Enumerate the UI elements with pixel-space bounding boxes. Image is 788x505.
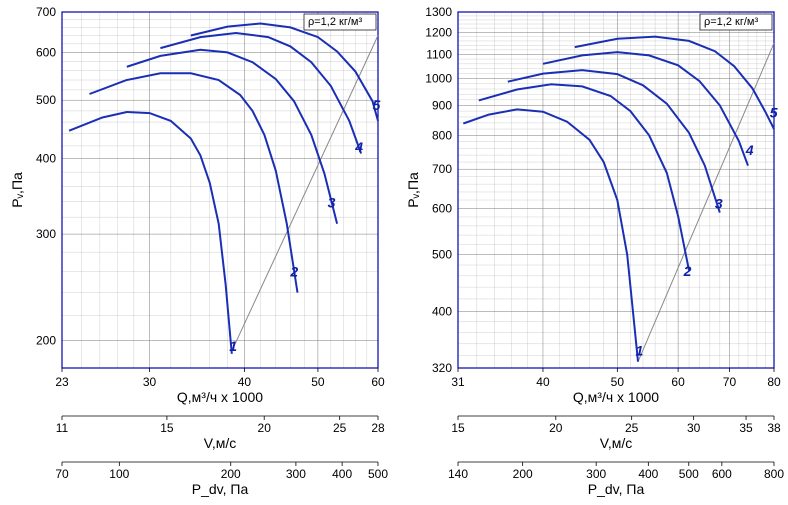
svg-text:20: 20: [549, 421, 563, 435]
svg-text:70: 70: [55, 467, 69, 481]
svg-text:700: 700: [432, 162, 452, 176]
svg-text:1000: 1000: [425, 72, 452, 86]
svg-text:300: 300: [36, 227, 56, 241]
density-annotation: ρ=1,2 кг/м³: [704, 16, 758, 28]
svg-text:140: 140: [448, 467, 468, 481]
svg-text:15: 15: [160, 421, 174, 435]
svg-text:70: 70: [723, 375, 737, 389]
svg-text:500: 500: [679, 467, 699, 481]
curve-label-4: 4: [354, 139, 363, 155]
svg-text:100: 100: [109, 467, 129, 481]
svg-text:60: 60: [671, 375, 685, 389]
svg-text:1100: 1100: [426, 47, 452, 61]
svg-text:300: 300: [286, 467, 306, 481]
svg-text:500: 500: [36, 93, 56, 107]
y-axis-label: Pᵥ,Па: [405, 172, 421, 208]
svg-text:38: 38: [767, 421, 781, 435]
curve-2: [479, 84, 689, 270]
svg-text:320: 320: [432, 361, 452, 375]
x1-axis-label: Q,м³/ч x 1000: [573, 389, 659, 405]
svg-text:700: 700: [36, 6, 56, 19]
svg-text:40: 40: [238, 375, 252, 389]
x3-axis-label: P_dv, Па: [588, 481, 645, 497]
svg-text:11: 11: [56, 421, 69, 435]
svg-text:50: 50: [311, 375, 325, 389]
right-chart-svg: ρ=1,2 кг/м³ 1 2 3 4 5 320 400 500 600 700 800 900 100…: [402, 6, 786, 499]
left-chart-svg: ρ=1,2 кг/м³12345200300400500600700Pᵥ,Па2…: [6, 6, 390, 499]
svg-text:600: 600: [432, 201, 452, 215]
svg-text:500: 500: [432, 248, 452, 262]
svg-text:800: 800: [764, 467, 784, 481]
svg-text:31: 31: [451, 375, 465, 389]
svg-text:1300: 1300: [425, 6, 452, 19]
svg-text:30: 30: [687, 421, 701, 435]
svg-text:400: 400: [36, 152, 56, 166]
curve-3: [127, 50, 337, 224]
curve-label-2: 2: [289, 264, 298, 280]
svg-text:800: 800: [432, 128, 452, 142]
right-chart-panel: ρ=1,2 кг/м³ 1 2 3 4 5 320 400 500 600 700 800 900 100…: [396, 0, 788, 505]
svg-text:25: 25: [625, 421, 639, 435]
x2-axis-label: V,м/с: [600, 435, 632, 451]
curve-2: [90, 73, 298, 292]
curve-1: [69, 112, 232, 354]
svg-text:500: 500: [368, 467, 388, 481]
curve-label-5: 5: [372, 97, 380, 113]
svg-text:35: 35: [739, 421, 753, 435]
svg-text:400: 400: [432, 304, 452, 318]
y-axis-label: Pᵥ,Па: [9, 172, 25, 208]
curve-label-2: 2: [683, 263, 692, 279]
svg-text:30: 30: [143, 375, 157, 389]
svg-text:1200: 1200: [425, 25, 452, 39]
svg-text:28: 28: [371, 421, 385, 435]
svg-text:200: 200: [513, 467, 533, 481]
x2-axis-label: V,м/с: [204, 435, 236, 451]
svg-text:80: 80: [767, 375, 781, 389]
curve-5: [191, 24, 378, 121]
svg-text:15: 15: [451, 421, 465, 435]
curve-label-3: 3: [328, 195, 336, 211]
svg-text:200: 200: [36, 333, 56, 347]
curve-label-4: 4: [745, 142, 754, 158]
x1-axis-label: Q,м³/ч x 1000: [177, 389, 263, 405]
svg-text:400: 400: [332, 467, 352, 481]
curve-label-5: 5: [770, 105, 778, 121]
curve-4: [543, 52, 748, 166]
curve-label-1: 1: [636, 343, 644, 359]
svg-text:50: 50: [611, 375, 625, 389]
svg-text:600: 600: [712, 467, 732, 481]
svg-text:900: 900: [432, 98, 452, 112]
x3-axis-label: P_dv, Па: [192, 481, 249, 497]
svg-text:60: 60: [371, 375, 385, 389]
curve-label-3: 3: [715, 195, 723, 211]
svg-text:20: 20: [258, 421, 272, 435]
svg-text:400: 400: [638, 467, 658, 481]
svg-text:600: 600: [36, 45, 56, 59]
svg-text:25: 25: [333, 421, 347, 435]
svg-text:300: 300: [586, 467, 606, 481]
density-annotation: ρ=1,2 кг/м³: [308, 16, 362, 28]
svg-text:40: 40: [536, 375, 550, 389]
svg-text:200: 200: [221, 467, 241, 481]
curve-label-1: 1: [229, 338, 237, 354]
left-chart-panel: ρ=1,2 кг/м³12345200300400500600700Pᵥ,Па2…: [0, 0, 396, 505]
curve-1: [463, 109, 638, 361]
svg-text:23: 23: [55, 375, 69, 389]
